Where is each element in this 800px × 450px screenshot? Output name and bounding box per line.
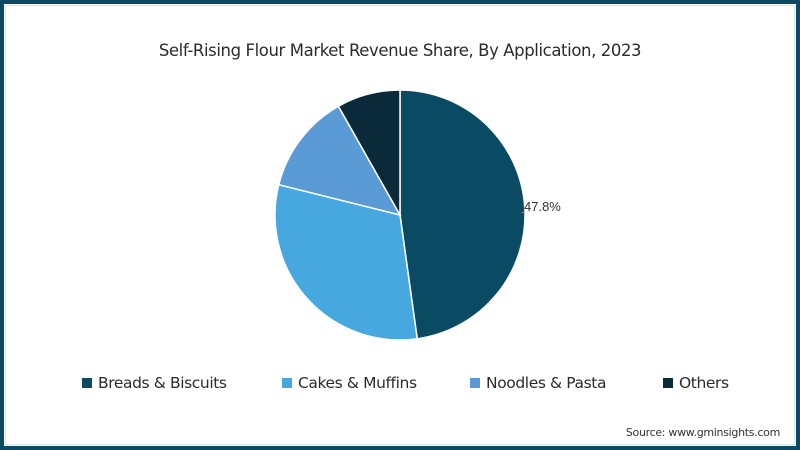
legend-item-breads-biscuits: Breads & Biscuits	[82, 374, 227, 392]
data-label-breads-biscuits: 47.8%	[524, 199, 561, 214]
legend-item-cakes-muffins: Cakes & Muffins	[282, 374, 417, 392]
legend-swatch-icon	[282, 378, 292, 388]
legend-swatch-icon	[82, 378, 92, 388]
pie-slice-cakes-muffins	[274, 183, 419, 341]
legend-label: Others	[679, 374, 729, 392]
legend-swatch-icon	[663, 378, 673, 388]
legend: Breads & Biscuits Cakes & Muffins Noodle…	[0, 374, 800, 396]
pie-slice-breads-biscuits	[399, 89, 526, 340]
frame-inner-border	[5, 5, 795, 445]
legend-item-others: Others	[663, 374, 729, 392]
legend-label: Breads & Biscuits	[98, 374, 227, 392]
pie-slice-noodles-pasta	[277, 105, 402, 217]
legend-item-noodles-pasta: Noodles & Pasta	[470, 374, 606, 392]
data-label-leader	[522, 212, 525, 213]
legend-label: Cakes & Muffins	[298, 374, 417, 392]
pie-slice-others	[337, 89, 401, 218]
legend-swatch-icon	[470, 378, 480, 388]
pie-slices	[274, 89, 526, 341]
chart-title: Self-Rising Flour Market Revenue Share, …	[158, 41, 642, 60]
source-credit: Source: www.gminsights.com	[625, 426, 780, 439]
legend-label: Noodles & Pasta	[486, 374, 607, 392]
